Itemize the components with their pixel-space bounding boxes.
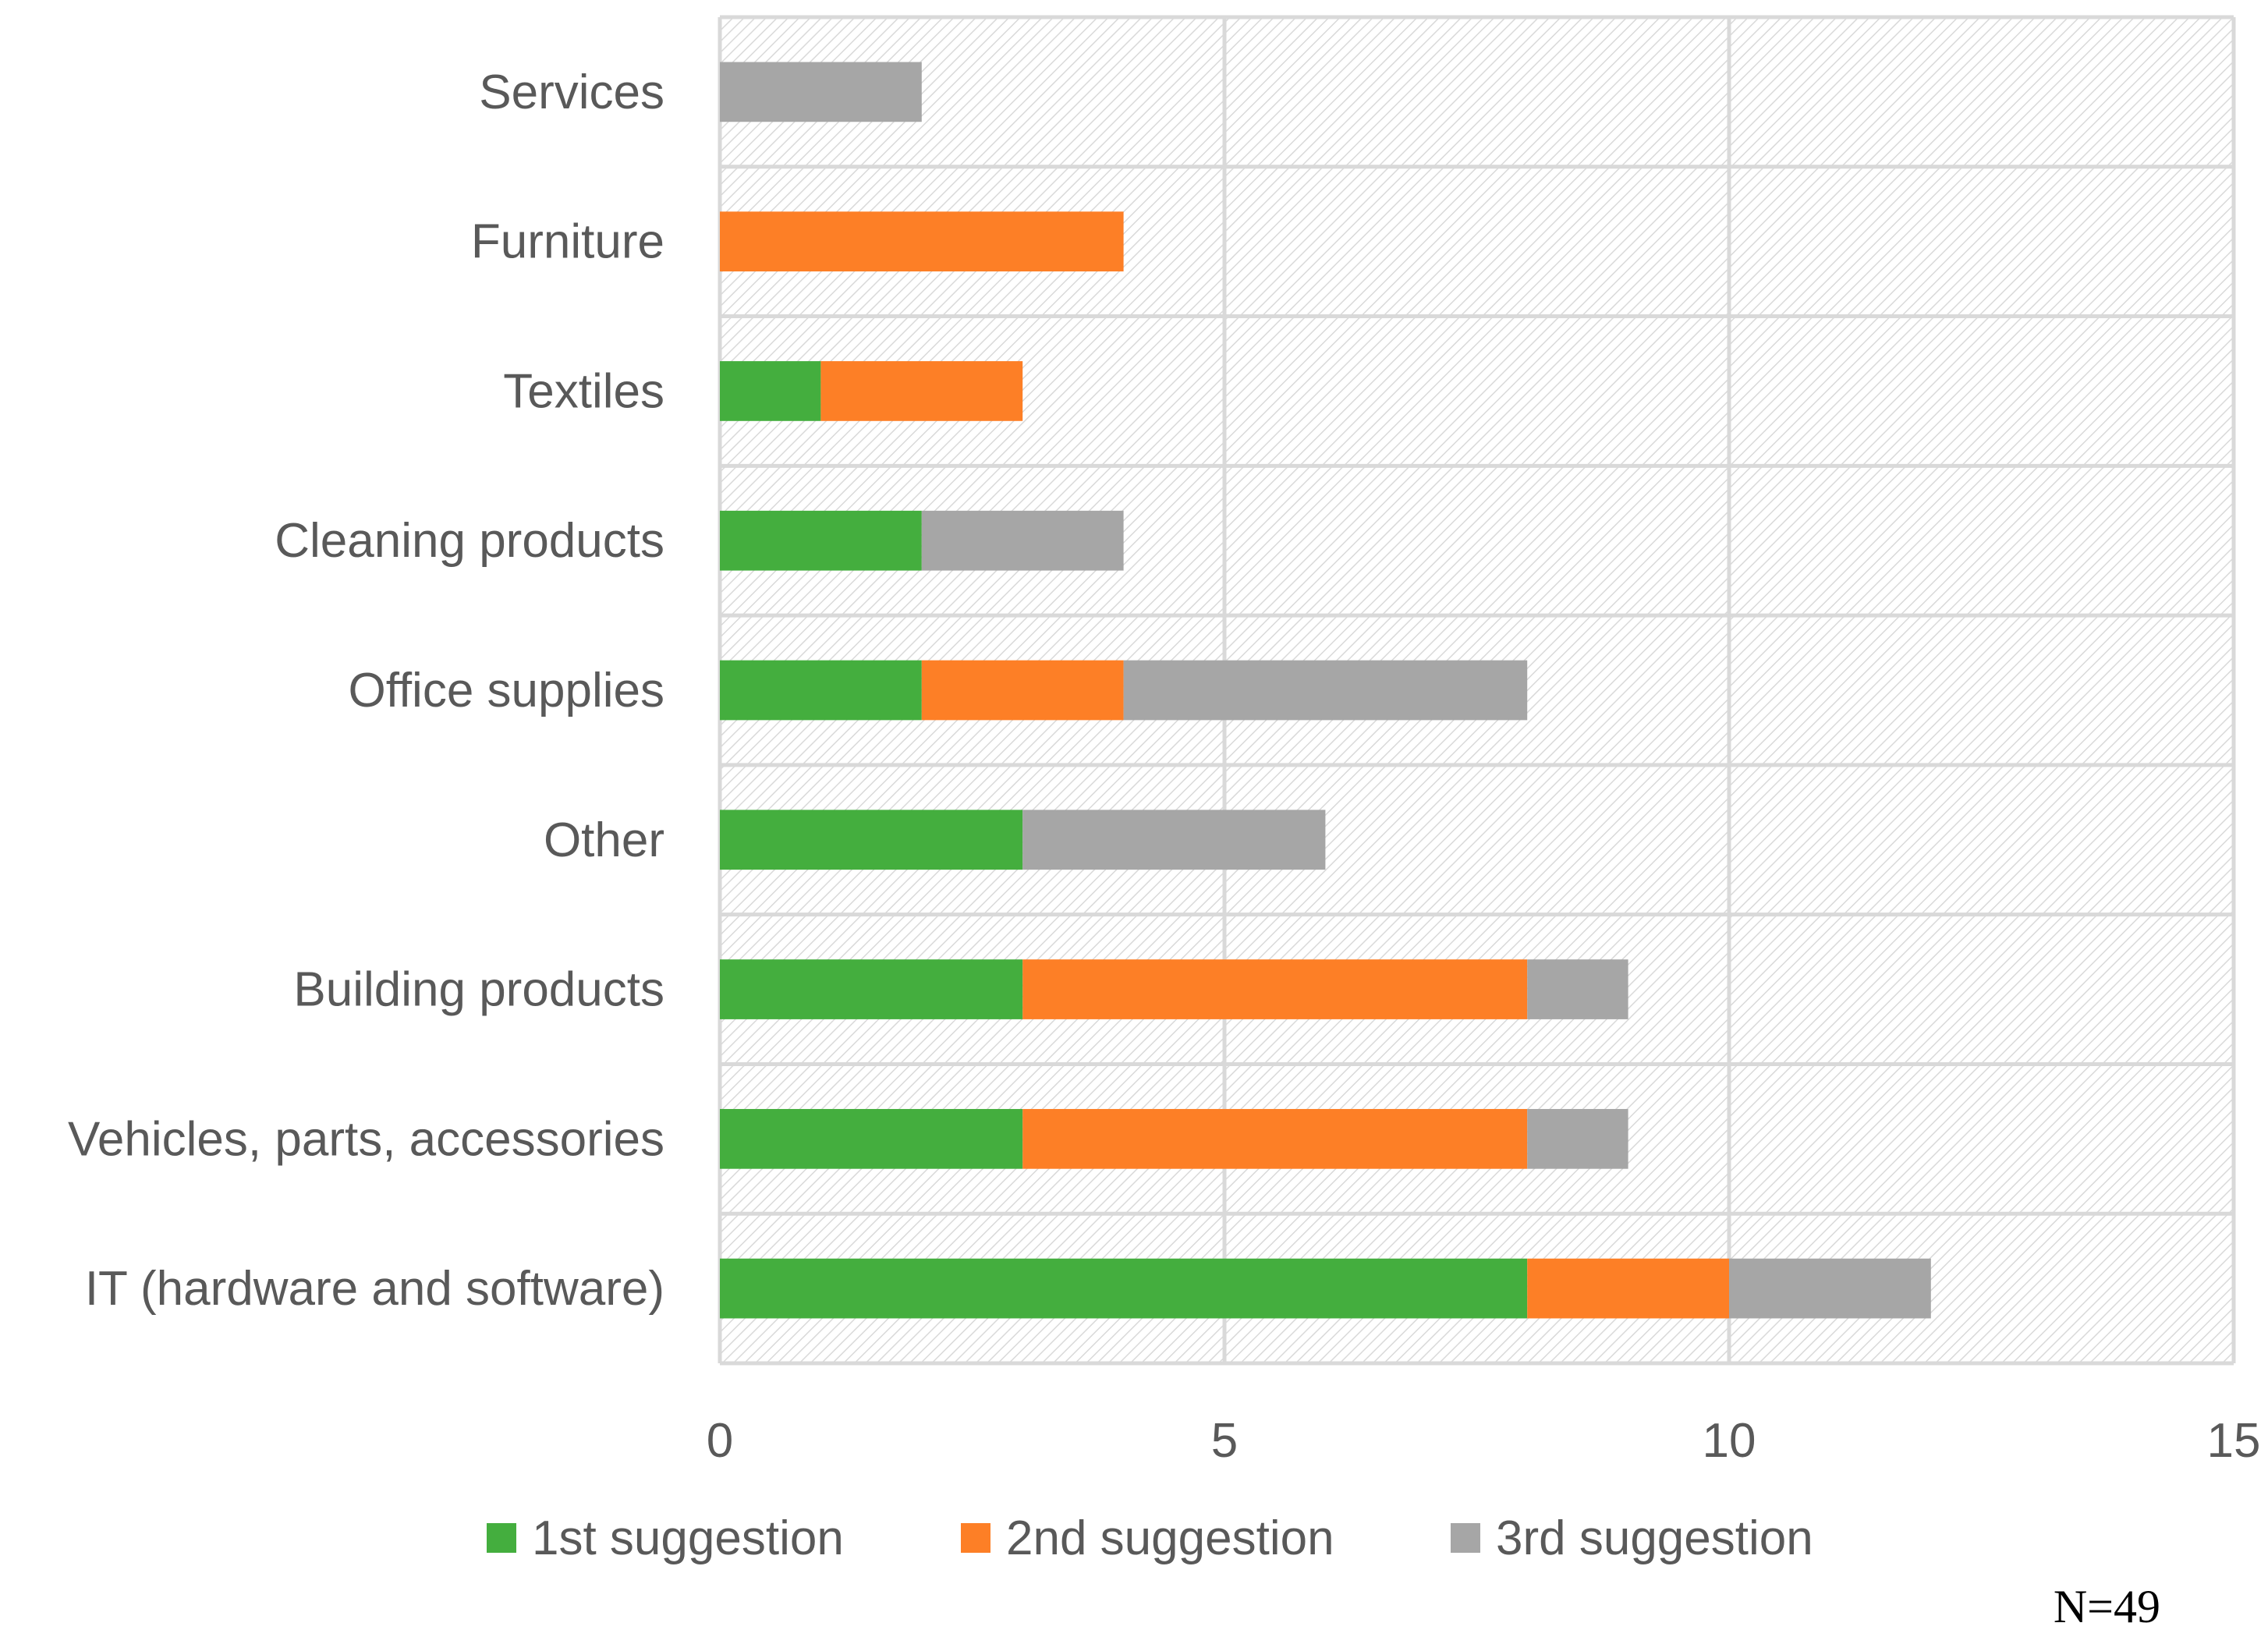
category-label: Services: [479, 66, 664, 119]
category-label: IT (hardware and software): [85, 1262, 664, 1316]
bar-segment-3: [720, 62, 922, 122]
bar-segment-2: [820, 361, 1023, 421]
category-label: Furniture: [471, 215, 664, 269]
category-label: Office supplies: [348, 664, 664, 718]
legend-label: 1st suggestion: [532, 1511, 844, 1565]
bar-segment-1: [720, 1258, 1528, 1319]
legend-swatch: [1451, 1523, 1480, 1553]
bar-segment-2: [720, 211, 1124, 272]
category-label: Building products: [293, 963, 664, 1017]
x-tick-label: 0: [707, 1414, 733, 1468]
bar-segment-1: [720, 810, 1023, 870]
category-label: Textiles: [503, 364, 664, 418]
value-axis-labels: 0 5 10 15: [707, 1414, 2261, 1468]
bar-segment-3: [1729, 1258, 1931, 1319]
x-tick-label: 15: [2207, 1414, 2261, 1468]
bar-segment-1: [720, 660, 922, 721]
bar-segment-1: [720, 959, 1023, 1019]
bars: [720, 62, 1931, 1319]
bar-segment-2: [1022, 1108, 1528, 1169]
bar-segment-1: [720, 361, 821, 421]
x-tick-label: 5: [1211, 1414, 1238, 1468]
legend-label: 3rd suggestion: [1496, 1511, 1813, 1565]
category-label: Other: [544, 813, 664, 867]
bar-segment-3: [921, 510, 1124, 571]
gridlines: [718, 15, 2236, 1366]
bar-segment-1: [720, 1108, 1023, 1169]
legend-label: 2nd suggestion: [1006, 1511, 1334, 1565]
category-label: Vehicles, parts, accessories: [68, 1112, 664, 1166]
bar-segment-3: [1022, 810, 1326, 870]
bar-segment-3: [1527, 959, 1628, 1019]
x-tick-label: 10: [1703, 1414, 1756, 1468]
bar-segment-1: [720, 510, 922, 571]
bar-segment-2: [1527, 1258, 1729, 1319]
bar-segment-3: [1123, 660, 1528, 721]
bar-segment-3: [1527, 1108, 1628, 1169]
bar-segment-2: [921, 660, 1124, 721]
legend-swatch: [487, 1523, 516, 1553]
legend-swatch: [961, 1523, 990, 1553]
category-axis-labels: Services Furniture Textiles Cleaning produc…: [68, 66, 664, 1316]
bar-segment-2: [1022, 959, 1528, 1019]
sample-size-note: N=49: [2054, 1581, 2160, 1632]
legend: 1st suggestion 2nd suggestion 3rd suggesti…: [487, 1511, 1813, 1565]
category-label: Cleaning products: [275, 514, 664, 568]
